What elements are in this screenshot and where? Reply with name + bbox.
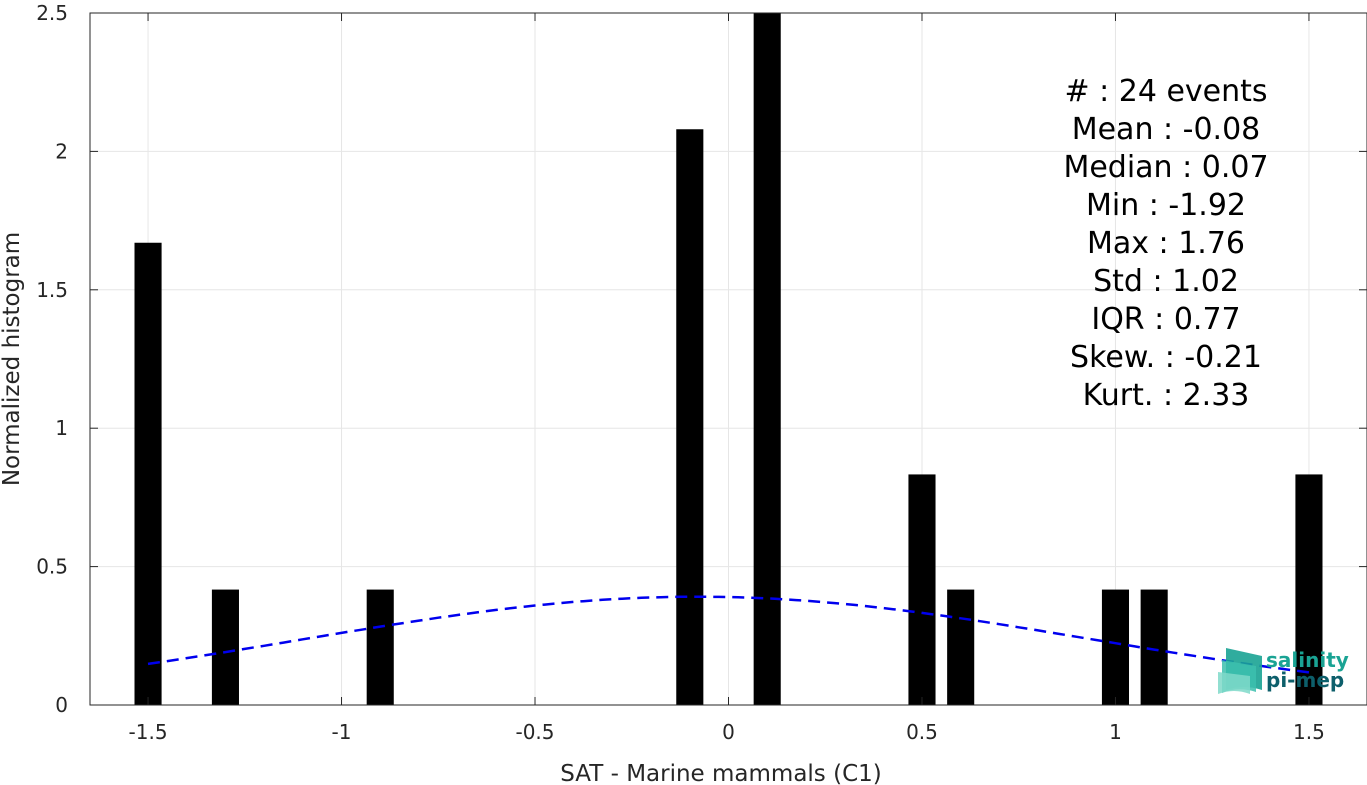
y-tick-label: 0.5 <box>36 555 68 579</box>
histogram-bar <box>1101 589 1130 705</box>
histogram-bar <box>211 589 239 705</box>
histogram-bar <box>366 589 394 705</box>
y-axis-label: Normalized histogram <box>0 232 25 486</box>
stats-line: Std : 1.02 <box>1093 264 1239 299</box>
waves-icon <box>1218 648 1262 694</box>
histogram-bar <box>908 474 936 705</box>
y-tick-label: 2.5 <box>36 1 68 25</box>
x-tick-label: 0.5 <box>906 720 938 744</box>
stats-line: Max : 1.76 <box>1087 226 1245 261</box>
y-tick-label: 1.5 <box>36 278 68 302</box>
ticks: -1.5 -1 -0.5 0 0.5 1 1.5 0 0.5 1 1.5 2 2.5 <box>36 1 1367 744</box>
x-tick-label: -1 <box>332 720 352 744</box>
gaussian-fit-line <box>147 595 1310 674</box>
x-tick-label: 1 <box>1109 720 1122 744</box>
x-axis-label: SAT - Marine mammals (C1) <box>560 761 882 785</box>
logo-line2: pi-mep <box>1266 668 1344 692</box>
logo-line1: salinity <box>1266 648 1349 672</box>
salinity-pimep-logo: salinity pi-mep <box>1218 648 1349 694</box>
stats-line: Kurt. : 2.33 <box>1083 378 1250 413</box>
y-tick-label: 0 <box>55 693 68 717</box>
x-tick-label: 1.5 <box>1293 720 1325 744</box>
stats-line: Median : 0.07 <box>1063 150 1268 185</box>
histogram-bar <box>676 129 704 706</box>
x-tick-label: -0.5 <box>515 720 554 744</box>
stats-line: IQR : 0.77 <box>1091 302 1240 337</box>
x-tick-label: 0 <box>722 720 735 744</box>
histogram-bar <box>947 589 975 705</box>
histogram-bar <box>1295 474 1323 705</box>
histogram-bar <box>134 242 162 705</box>
gaussian-fit <box>147 595 1310 674</box>
histogram-bar <box>753 13 781 705</box>
bars <box>134 13 1323 706</box>
stats-line: Min : -1.92 <box>1086 188 1246 223</box>
histogram-bar <box>1140 589 1168 705</box>
y-tick-label: 1 <box>55 416 68 440</box>
y-tick-label: 2 <box>55 139 68 163</box>
stats-line: Skew. : -0.21 <box>1070 340 1262 375</box>
stats-line: # : 24 events <box>1064 74 1267 109</box>
stats-line: Mean : -0.08 <box>1072 112 1261 147</box>
x-tick-label: -1.5 <box>129 720 168 744</box>
